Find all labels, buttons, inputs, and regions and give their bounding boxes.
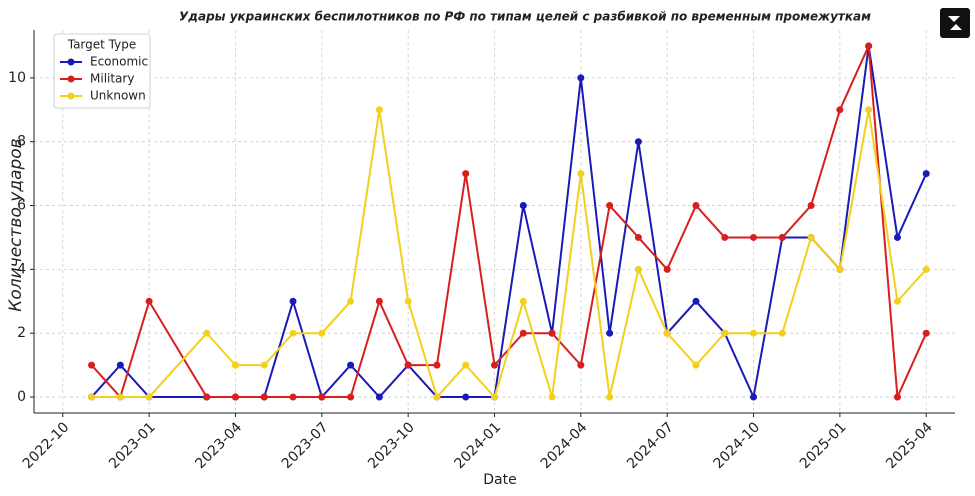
data-point [778,329,786,337]
data-point [260,361,268,369]
data-point [203,329,211,337]
legend-marker [67,58,75,66]
data-point [433,361,441,369]
data-point [88,393,96,401]
data-point [865,106,873,114]
data-point [116,361,124,369]
data-point [865,42,873,50]
data-point [462,361,470,369]
data-point [433,393,441,401]
legend-marker [67,75,75,83]
data-point [375,106,383,114]
data-point [347,361,355,369]
data-point [462,393,470,401]
data-point [606,329,614,337]
data-point [750,393,758,401]
data-point [491,393,498,401]
data-point [318,393,326,401]
data-point [289,329,297,337]
data-point [692,361,700,369]
data-point [922,170,930,178]
data-point [750,233,758,241]
data-point [203,393,211,401]
data-point [634,233,642,241]
data-point [721,329,729,337]
data-point [893,297,901,305]
data-point [663,265,671,273]
data-point [548,393,556,401]
data-point [893,233,901,241]
data-point [375,393,383,401]
y-tick-label: 4 [17,261,26,277]
data-point [289,297,297,305]
data-point [606,202,614,210]
data-point [375,297,383,305]
data-point [836,106,844,114]
legend: Target Type Economic Military Unknown [53,33,151,109]
data-point [750,329,758,337]
data-point [462,170,470,178]
data-point [116,393,124,401]
data-point [347,393,355,401]
data-point [634,265,642,273]
y-tick-label: 0 [17,389,26,405]
legend-label: Economic [90,55,148,69]
data-point [577,170,585,178]
data-point [519,202,527,210]
data-point [692,297,700,305]
data-point [836,265,844,273]
logo-box [940,8,970,38]
data-point [922,329,930,337]
data-point [88,361,96,369]
data-point [548,329,556,337]
legend-label: Unknown [90,89,146,103]
data-point [577,74,585,82]
y-tick-label: 10 [8,70,26,86]
data-point [778,233,786,241]
data-point [807,233,815,241]
legend-label: Military [90,72,134,86]
data-point [692,202,700,210]
data-point [519,329,527,337]
y-tick-label: 8 [17,134,26,150]
logo-mark [948,16,962,30]
data-point [404,297,412,305]
data-point [231,393,239,401]
y-tick-label: 2 [17,325,26,341]
data-point [807,202,815,210]
data-point [491,361,498,369]
data-point [404,361,412,369]
legend-marker [67,92,75,100]
data-point [606,393,614,401]
data-point [893,393,901,401]
data-point [577,361,585,369]
logo [940,8,970,38]
chart-title: Удары украинских беспилотников по РФ по … [179,10,871,24]
data-point [145,393,153,401]
data-point [145,297,153,305]
data-point [289,393,297,401]
data-point [721,233,729,241]
data-point [260,393,268,401]
y-axis-label: Количество ударов [6,138,26,311]
data-point [347,297,355,305]
data-point [922,265,930,273]
data-point [231,361,239,369]
x-axis-label: Date [483,472,516,488]
data-point [519,297,527,305]
data-point [663,329,671,337]
data-point [318,329,326,337]
legend-title: Target Type [67,38,137,52]
y-tick-label: 6 [17,198,26,214]
legend-box [53,33,151,109]
data-point [634,138,642,146]
